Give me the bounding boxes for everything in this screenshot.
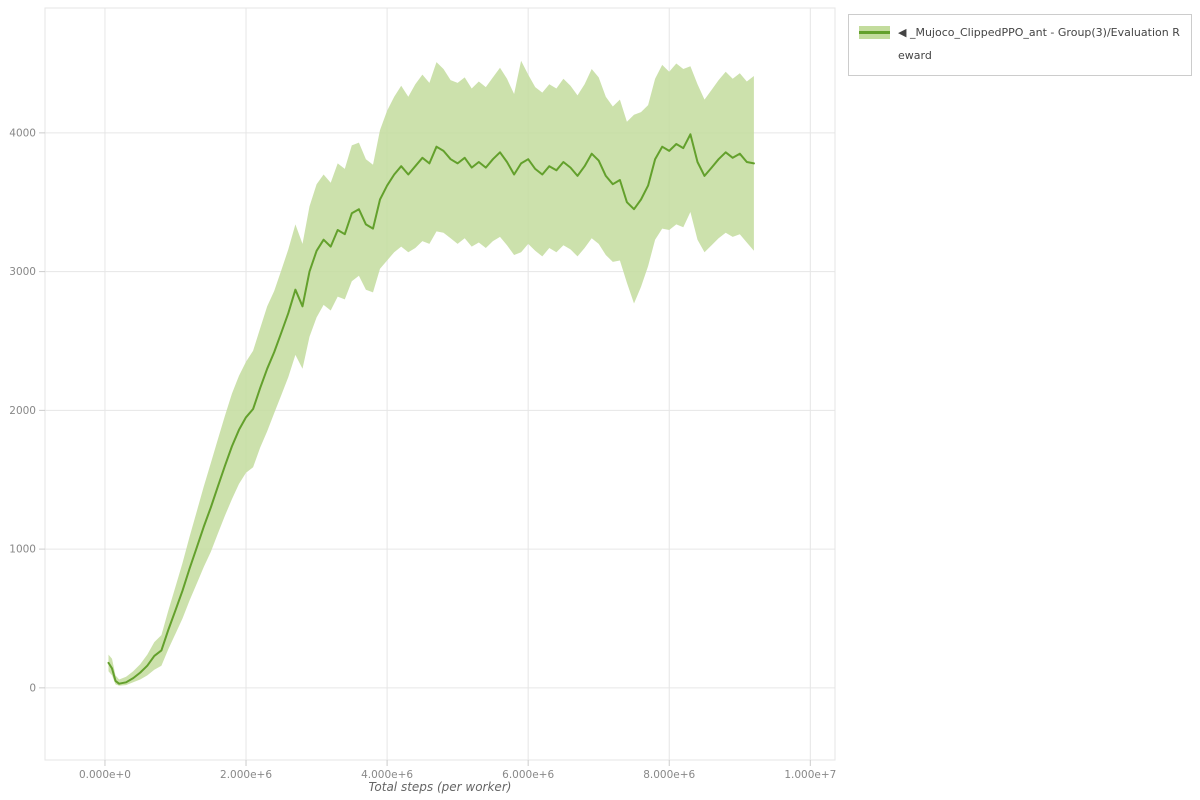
y-tick-label: 4000 — [9, 127, 36, 139]
x-axis-label: Total steps (per worker) — [368, 780, 512, 794]
y-tick-label: 2000 — [9, 405, 36, 417]
x-tick-label: 0.000e+0 — [79, 769, 131, 781]
y-tick-labels: 0 1000 2000 3000 4000 — [9, 127, 36, 694]
x-tick-label: 6.000e+6 — [502, 769, 554, 781]
x-tick-label: 8.000e+6 — [643, 769, 695, 781]
x-tick-label: 2.000e+6 — [220, 769, 272, 781]
x-tick-label: 1.000e+7 — [784, 769, 836, 781]
x-tick-label: 4.000e+6 — [361, 769, 413, 781]
legend-label: ◀ _Mujoco_ClippedPPO_ant - Group(3)/Eval… — [898, 26, 1180, 62]
y-tick-label: 1000 — [9, 544, 36, 556]
legend-item[interactable]: ◀ _Mujoco_ClippedPPO_ant - Group(3)/Eval… — [857, 21, 1183, 67]
y-tick-label: 0 — [29, 682, 36, 694]
axis-tick-marks — [39, 132, 811, 766]
legend-line-swatch-icon — [859, 31, 890, 34]
plot-outline — [44, 7, 836, 761]
confidence-band — [108, 60, 754, 686]
x-tick-labels: 0.000e+0 2.000e+6 4.000e+6 6.000e+6 8.000e+6… — [79, 769, 836, 781]
legend-band-swatch-icon — [859, 26, 890, 39]
mean-line — [107, 133, 755, 685]
legend: ◀ _Mujoco_ClippedPPO_ant - Group(3)/Eval… — [848, 14, 1192, 76]
y-tick-label: 3000 — [9, 266, 36, 278]
